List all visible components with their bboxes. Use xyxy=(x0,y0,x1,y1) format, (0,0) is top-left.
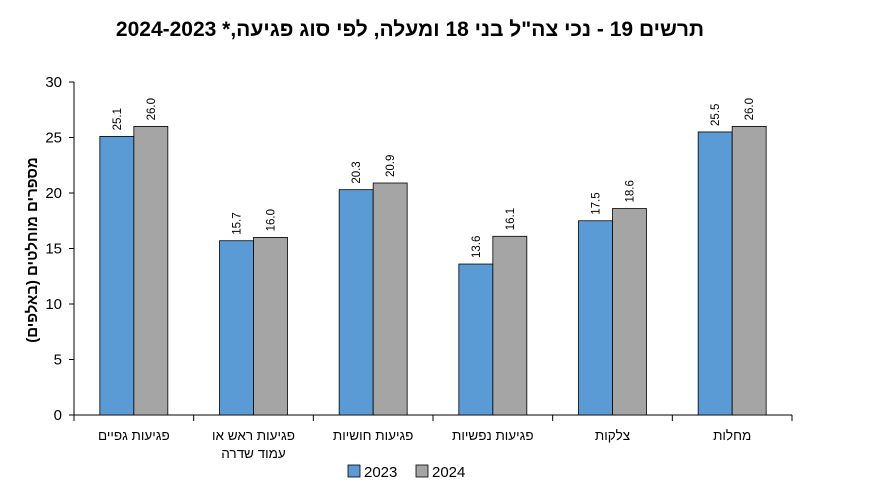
data-label: 20.3 xyxy=(351,161,363,183)
data-label: 25.5 xyxy=(710,104,722,126)
bar-2023 xyxy=(219,240,254,416)
x-axis xyxy=(73,414,793,421)
legend-label-2024: 2024 xyxy=(432,464,465,481)
category-labels: פגיעות גפיים פגיעות ראש או עמוד שדרה פגיעות… xyxy=(98,428,751,461)
data-label: 25.1 xyxy=(112,108,124,130)
data-label: 16.0 xyxy=(266,209,278,231)
y-tick-label: 10 xyxy=(45,296,62,313)
category-label: פגיעות גפיים xyxy=(98,428,170,443)
category-label: צלקות xyxy=(595,428,630,443)
data-label: 20.9 xyxy=(385,155,397,177)
bar-2023 xyxy=(697,131,733,416)
data-label: 26.0 xyxy=(744,98,756,120)
chart-title: תרשים 19 - נכי צה"ל בני 18 ומעלה, לפי סו… xyxy=(115,18,705,41)
data-label: 17.5 xyxy=(591,192,603,214)
bar-2023 xyxy=(458,263,494,416)
legend-label-2023: 2023 xyxy=(364,464,397,481)
category-label: פגיעות ראש או xyxy=(212,428,295,443)
y-tick-label: 25 xyxy=(45,130,62,147)
bar-2024 xyxy=(253,236,288,416)
y-tick-label: 0 xyxy=(54,407,62,424)
y-axis-title: מספרים מוחלטים (באלפים) xyxy=(24,157,41,342)
category-label: פגיעות נפשיות xyxy=(452,428,534,443)
bar-2024 xyxy=(731,126,767,416)
bar-2023 xyxy=(578,220,613,416)
data-label: 13.6 xyxy=(471,236,483,258)
y-axis: 0 5 10 15 20 25 30 xyxy=(45,74,75,424)
data-label: 26.0 xyxy=(146,98,158,120)
bar-2023 xyxy=(99,135,135,416)
bar-2024 xyxy=(133,126,169,416)
legend-swatch-2023 xyxy=(347,464,361,478)
bar-2023 xyxy=(338,189,374,416)
y-tick-label: 15 xyxy=(45,241,62,258)
category-label: פגיעות חושיות xyxy=(333,428,413,443)
y-tick-label: 5 xyxy=(54,352,62,369)
legend-swatch-2024 xyxy=(415,464,429,478)
data-labels: 25.1 26.0 15.7 16.0 20.3 20.9 13.6 16.1 17.5 18.6… xyxy=(112,98,756,258)
data-label: 15.7 xyxy=(232,212,244,234)
y-tick-label: 20 xyxy=(45,185,62,202)
data-label: 18.6 xyxy=(625,180,637,202)
data-label: 16.1 xyxy=(505,208,517,230)
category-label: עמוד שדרה xyxy=(221,446,286,461)
y-tick-label: 30 xyxy=(45,74,62,91)
category-label: מחלות xyxy=(713,428,751,443)
bar-2024 xyxy=(372,182,408,416)
bar-2024 xyxy=(612,208,647,416)
legend: 2023 2024 xyxy=(347,464,465,481)
bar-2024 xyxy=(492,235,528,416)
bars xyxy=(99,126,767,416)
